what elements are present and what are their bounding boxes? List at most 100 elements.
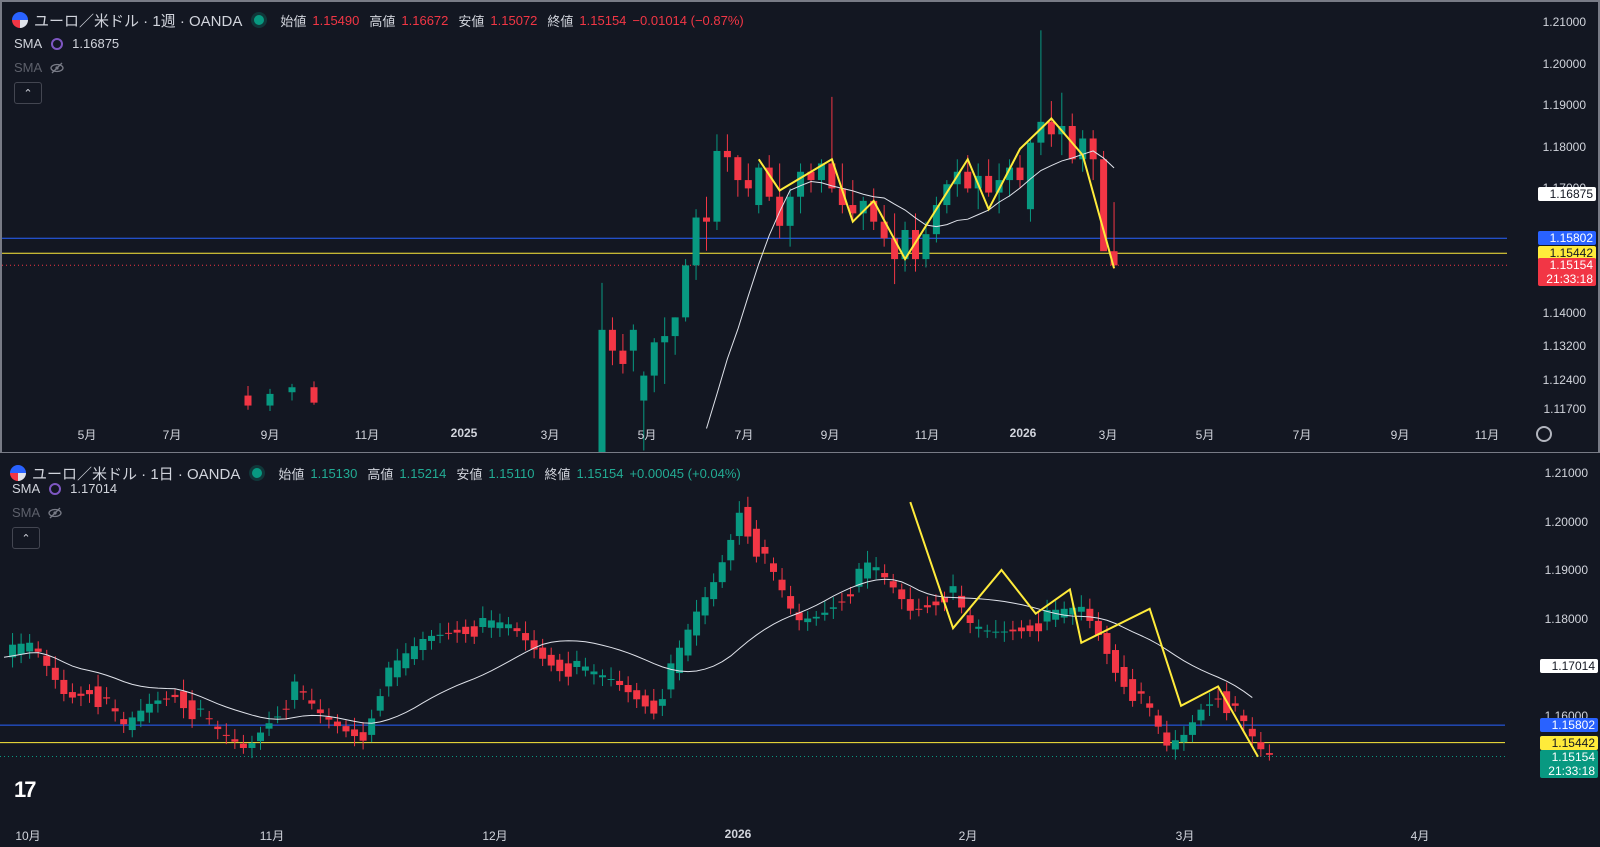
candle <box>661 317 669 384</box>
candle-body <box>171 694 179 698</box>
candle-body <box>849 205 857 214</box>
daily-time-axis[interactable]: 10月 11月 12月 2026 2月 3月 4月 <box>0 827 1500 847</box>
candle <box>598 282 606 452</box>
time-axis-label: 2026 <box>1009 426 1037 440</box>
candle-body <box>693 611 701 636</box>
symbol-title[interactable]: ユーロ／米ドル · 1日 · OANDA <box>32 465 241 483</box>
candle <box>402 643 410 676</box>
candle <box>744 163 752 197</box>
candle <box>619 334 627 374</box>
symbol-title[interactable]: ユーロ／米ドル · 1週 · OANDA <box>34 12 243 30</box>
candle <box>821 601 829 621</box>
indicator-name: SMA <box>12 505 41 520</box>
candle-body <box>817 163 825 181</box>
candle-body <box>26 642 34 652</box>
daily-chart-pane[interactable]: ユーロ／米ドル · 1日 · OANDA 始値 1.15130 高値 1.152… <box>0 455 1600 847</box>
candle-body <box>1017 627 1025 632</box>
candle <box>34 641 42 658</box>
tradingview-logo[interactable]: 17 <box>14 777 37 802</box>
candle-body <box>658 699 666 706</box>
candle <box>222 723 230 745</box>
eye-off-icon[interactable] <box>48 506 62 520</box>
candle-body <box>333 721 341 727</box>
candle <box>710 573 718 607</box>
candle-body <box>402 653 410 669</box>
candle <box>94 674 102 715</box>
candle-body <box>145 703 153 713</box>
candle <box>608 317 616 366</box>
eye-off-icon[interactable] <box>50 61 64 75</box>
candle <box>244 386 252 410</box>
sync-icon[interactable] <box>48 482 62 496</box>
candle-body <box>966 615 974 623</box>
time-axis-label: 7月 <box>1292 428 1312 442</box>
candle-body <box>995 180 1003 193</box>
candle <box>1017 620 1025 639</box>
daily-chart-canvas[interactable] <box>0 455 1600 847</box>
candle <box>804 611 812 631</box>
candle-body <box>922 234 930 260</box>
indicator-name: SMA <box>14 36 43 51</box>
weekly-chart-canvas[interactable] <box>2 2 1598 452</box>
weekly-time-axis[interactable]: 5月 7月 9月 11月 2025 3月 5月 7月 9月 11月 2026 3月 5月 7月 9月 11月 <box>2 426 1502 446</box>
open-value: 1.15490 <box>312 12 360 28</box>
price-tick-label: 1.14000 <box>1542 306 1586 321</box>
collapse-legend-button[interactable]: ⌃ <box>12 527 40 549</box>
candle <box>1068 113 1076 164</box>
time-axis-label: 2026 <box>724 827 752 841</box>
sma-indicator-2[interactable]: SMA <box>14 60 64 75</box>
candle-body <box>214 726 222 730</box>
candle-body <box>598 329 606 452</box>
open-value: 1.15130 <box>310 465 358 481</box>
candle <box>889 573 897 594</box>
candle-body <box>923 605 931 608</box>
candle <box>248 735 256 759</box>
bar-countdown: 21:33:18 <box>1548 763 1595 778</box>
candle-body <box>43 655 51 666</box>
sync-icon[interactable] <box>50 37 64 51</box>
candle-body <box>992 631 1000 633</box>
settings-gear-icon[interactable] <box>1536 426 1552 442</box>
candle-body <box>671 317 679 337</box>
candle-body <box>608 329 616 351</box>
candle <box>522 621 530 651</box>
collapse-legend-button[interactable]: ⌃ <box>14 82 42 104</box>
candle <box>607 667 615 687</box>
candle-body <box>964 171 972 189</box>
candle-body <box>1009 629 1017 632</box>
last-price-value: 1.15154 <box>1551 749 1595 764</box>
candle <box>1146 696 1154 717</box>
sma-line <box>3 578 1253 724</box>
market-status-icon[interactable] <box>254 15 265 25</box>
candle-body <box>479 618 487 627</box>
weekly-chart-pane[interactable]: ユーロ／米ドル · 1週 · OANDA 始値 1.15490 高値 1.166… <box>0 0 1600 453</box>
candle-body <box>692 217 700 266</box>
candle-body <box>180 691 188 709</box>
candle-body <box>765 167 773 197</box>
sma-indicator-1[interactable]: SMA 1.16875 <box>14 36 119 51</box>
candle-body <box>34 648 42 652</box>
candle-body <box>496 622 504 629</box>
candle-body <box>1120 667 1128 687</box>
candle-body <box>1026 625 1034 632</box>
candle-body <box>299 691 307 693</box>
candle <box>692 209 700 280</box>
candle-body <box>915 608 923 610</box>
candle-body <box>248 743 256 748</box>
sma-indicator-2[interactable]: SMA <box>12 505 62 520</box>
price-tick-label: 1.19000 <box>1544 563 1588 577</box>
sma-indicator-1[interactable]: SMA 1.17014 <box>12 481 117 496</box>
candle <box>870 188 878 230</box>
candle <box>171 689 179 703</box>
candle-body <box>1052 609 1060 620</box>
candle <box>288 383 296 401</box>
candle <box>932 196 940 243</box>
market-status-icon[interactable] <box>252 468 263 478</box>
zigzag-line <box>909 501 1259 758</box>
candle <box>958 585 966 614</box>
candle <box>1257 731 1265 757</box>
candle <box>658 688 666 716</box>
last-price-tag: 1.15154 21:33:18 <box>1538 258 1596 287</box>
candle-body <box>838 188 846 206</box>
candle-body <box>376 696 384 711</box>
